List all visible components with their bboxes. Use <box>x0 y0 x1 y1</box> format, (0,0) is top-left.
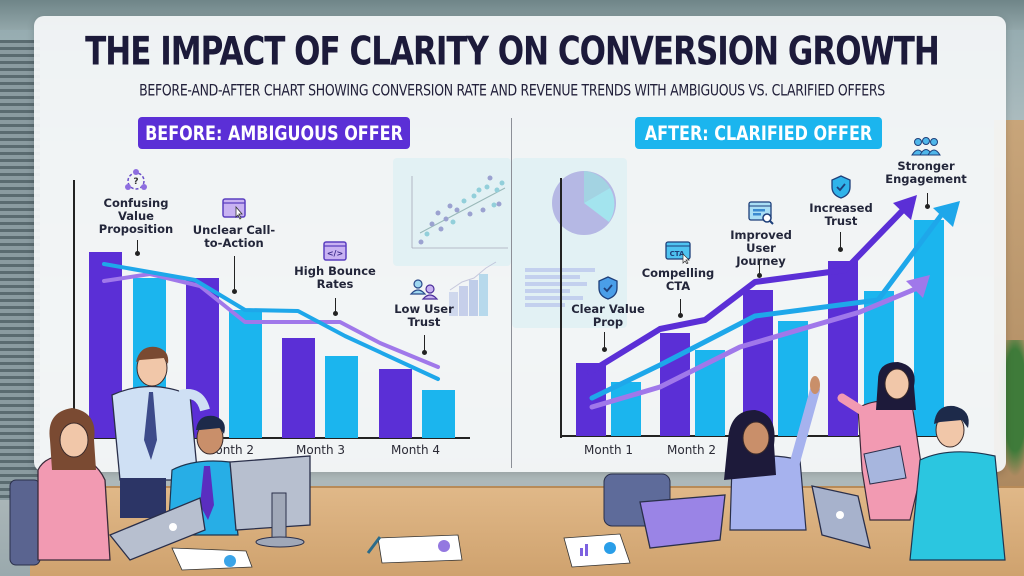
before-bar-m3-cyan <box>325 356 358 438</box>
shield-check-icon <box>831 175 851 199</box>
after-trend-purple-arrowhead <box>893 195 917 220</box>
annotation-improved-journey: Improved User Journey <box>720 200 802 268</box>
after-trend-lavender <box>589 284 923 410</box>
woman-frustrated <box>9 408 111 566</box>
search-window-icon <box>748 201 774 225</box>
report-papers-left <box>171 534 463 571</box>
pin-unclear-cta <box>232 256 237 294</box>
window-blinds <box>0 40 40 500</box>
pin-high-bounce <box>333 298 338 316</box>
svg-text:</>: </> <box>327 249 343 258</box>
code-window-icon: </> <box>323 241 347 261</box>
after-month-2-label: Month 2 <box>667 443 717 457</box>
before-month-4-label: Month 4 <box>391 443 441 457</box>
cta-button-icon: CTA <box>665 241 691 264</box>
annotation-compelling-cta: CTA Compelling CTA <box>640 240 716 293</box>
after-badge: AFTER: CLARIFIED OFFER <box>635 117 882 149</box>
annotation-high-bounce: </> High Bounce Rates <box>290 240 380 291</box>
laptop-left <box>108 497 206 561</box>
man-standing-stressed <box>111 346 210 518</box>
annotation-unclear-cta: Unclear Call-to-Action <box>188 197 280 250</box>
pin-stronger-engagement <box>925 193 930 209</box>
pin-compelling-cta <box>678 299 683 318</box>
after-bar-m5-cyan <box>914 220 944 436</box>
after-trend-cyan-arrowhead <box>933 201 960 227</box>
desktop-monitor <box>229 455 311 548</box>
pin-improved-journey <box>757 260 762 278</box>
before-bar-m3-purple <box>282 338 315 438</box>
svg-text:?: ? <box>133 177 138 187</box>
laptop-right <box>811 485 871 549</box>
group-icon <box>911 137 941 156</box>
after-trend-purple <box>587 205 908 375</box>
woman-pointing <box>837 362 923 521</box>
after-month-1-label: Month 1 <box>584 443 634 457</box>
before-month-3-label: Month 3 <box>296 443 346 457</box>
annotation-confusing-value: ? Confusing Value Proposition <box>96 168 176 236</box>
mini-bars-decor <box>449 261 497 316</box>
after-trend-lavender-arrowhead <box>906 275 930 298</box>
before-after-divider <box>511 118 512 468</box>
annotation-stronger-engagement: Stronger Engagement <box>882 137 970 186</box>
annotation-low-trust: Low User Trust <box>390 278 458 329</box>
report-paper-right <box>563 533 631 568</box>
annotation-increased-trust: Increased Trust <box>808 175 874 228</box>
before-bar-m4-purple <box>379 369 412 438</box>
shield-check-icon <box>598 276 618 300</box>
after-bar-m1-cyan <box>611 382 641 436</box>
laptop-purple <box>639 494 726 549</box>
before-bar-m2-cyan <box>229 310 262 438</box>
pin-clear-value-prop <box>602 332 607 352</box>
before-bar-m4-cyan <box>422 390 455 438</box>
woman-raising-hand <box>724 376 820 531</box>
scatter-decor-points <box>411 175 508 249</box>
question-network-icon: ? <box>125 169 147 190</box>
users-icon <box>409 279 439 300</box>
svg-text:CTA: CTA <box>670 250 685 258</box>
before-badge: BEFORE: AMBIGUOUS OFFER <box>138 117 410 149</box>
annotation-clear-value-prop: Clear Value Prop <box>566 276 650 329</box>
before-trend-cyan <box>102 262 440 381</box>
page-title: THE IMPACT OF CLARITY ON CONVERSION GROW… <box>85 29 940 75</box>
click-window-icon <box>222 198 246 220</box>
man-at-laptop-happy <box>909 405 1006 561</box>
pin-confusing-value <box>135 240 140 256</box>
after-trend-cyan <box>589 207 948 401</box>
pin-increased-trust <box>838 232 843 252</box>
pin-low-trust <box>422 335 427 355</box>
page-subtitle: BEFORE-AND-AFTER CHART SHOWING CONVERSIO… <box>139 79 885 100</box>
